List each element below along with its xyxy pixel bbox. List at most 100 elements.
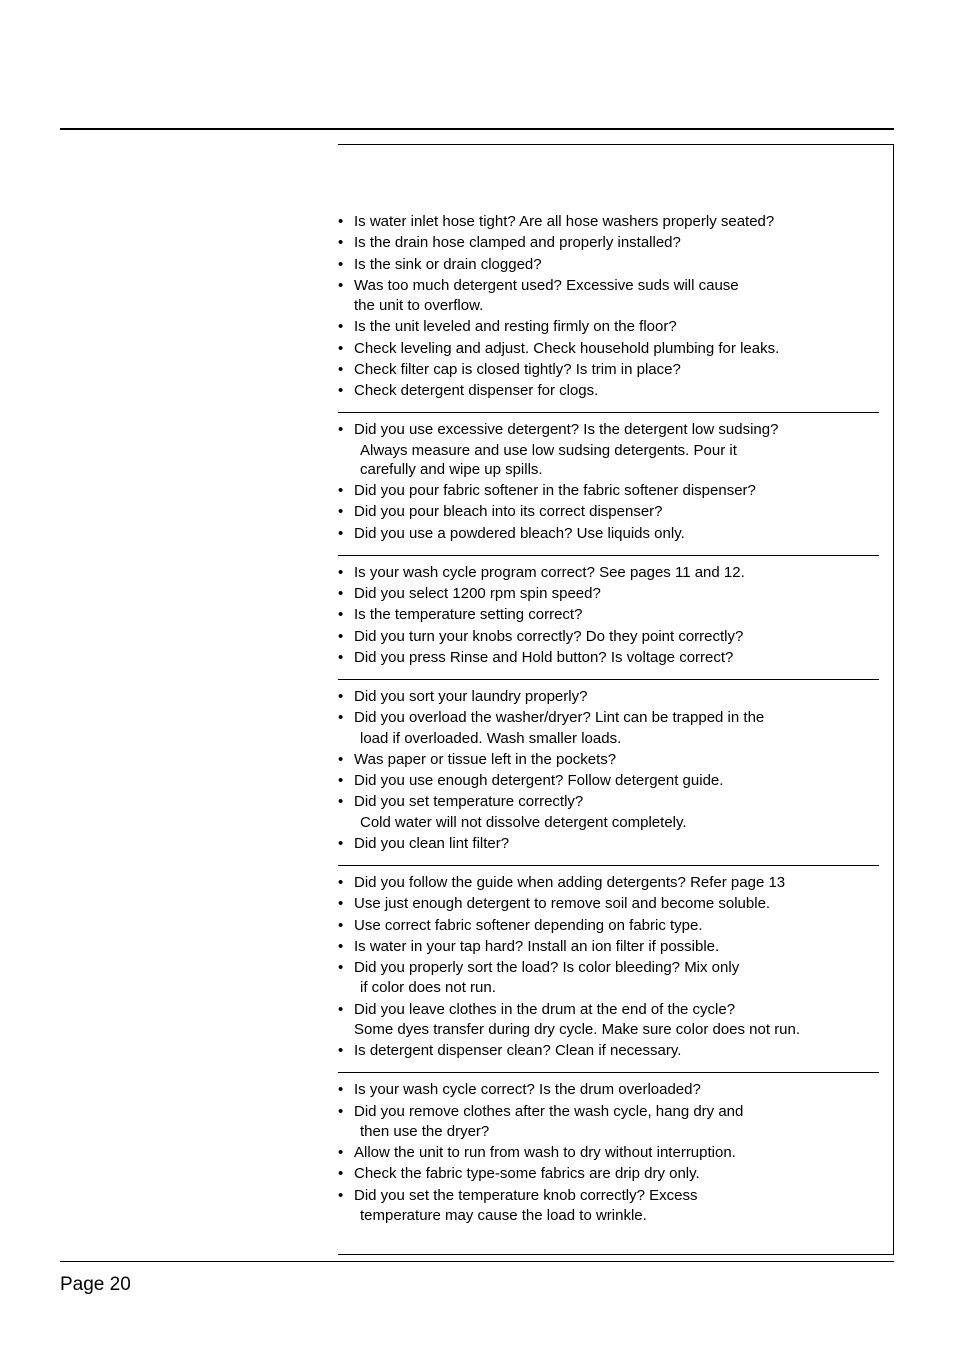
item-continuation: Always measure and use low sudsing deter… (338, 441, 879, 461)
top-rule (60, 128, 894, 130)
item-text: Is your wash cycle program correct? See … (354, 564, 745, 581)
item-continuation: temperature may cause the load to wrinkl… (338, 1206, 879, 1226)
item-text: Did you use excessive detergent? Is the … (354, 421, 778, 438)
item-text: Was too much detergent used? Excessive s… (354, 277, 739, 294)
list-item: Is water inlet hose tight? Are all hose … (338, 212, 879, 232)
list-item: Did you select 1200 rpm spin speed? (338, 584, 879, 604)
item-text: Was paper or tissue left in the pockets? (354, 751, 616, 768)
section-cycle: Is your wash cycle program correct? See … (338, 555, 879, 679)
list-item: Check leveling and adjust. Check househo… (338, 339, 879, 359)
item-text: Did you remove clothes after the wash cy… (354, 1103, 743, 1120)
bullet-list: Allow the unit to run from wash to dry w… (338, 1143, 879, 1206)
bullet-list: Did you follow the guide when adding det… (338, 873, 879, 978)
item-continuation: load if overloaded. Wash smaller loads. (338, 729, 879, 749)
bullet-list: Is detergent dispenser clean? Clean if n… (338, 1041, 879, 1061)
item-continuation: if color does not run. (338, 978, 879, 998)
bottom-rule (60, 1261, 894, 1262)
item-text: Is water in your tap hard? Install an io… (354, 938, 719, 955)
item-text: Check detergent dispenser for clogs. (354, 382, 598, 399)
bullet-list: Was paper or tissue left in the pockets?… (338, 750, 879, 813)
list-item: Was too much detergent used? Excessive s… (338, 276, 879, 296)
item-text: Is the drain hose clamped and properly i… (354, 234, 681, 251)
list-item: Did you press Rinse and Hold button? Is … (338, 648, 879, 668)
item-text: Is the unit leveled and resting firmly o… (354, 318, 677, 335)
bullet-list: Is your wash cycle correct? Is the drum … (338, 1080, 879, 1122)
item-text: Did you turn your knobs correctly? Do th… (354, 628, 743, 645)
item-text: Did you set temperature correctly? (354, 793, 583, 810)
item-text: Did you use enough detergent? Follow det… (354, 772, 723, 789)
list-item: Did you remove clothes after the wash cy… (338, 1102, 879, 1122)
item-text: Check filter cap is closed tightly? Is t… (354, 361, 681, 378)
section-detergent: Did you use excessive detergent? Is the … (338, 412, 879, 555)
list-item: Did you clean lint filter? (338, 834, 879, 854)
list-item: Use correct fabric softener depending on… (338, 916, 879, 936)
item-text: Did you follow the guide when adding det… (354, 874, 785, 891)
item-text: Did you pour bleach into its correct dis… (354, 503, 663, 520)
list-item: Is the sink or drain clogged? (338, 255, 879, 275)
list-item: Is the temperature setting correct? (338, 605, 879, 625)
list-item: Did you use a powdered bleach? Use liqui… (338, 524, 879, 544)
bullet-list: Did you clean lint filter? (338, 834, 879, 854)
section-stains: Did you follow the guide when adding det… (338, 865, 879, 1072)
list-item: Is the unit leveled and resting firmly o… (338, 317, 879, 337)
list-item: Did you sort your laundry properly? (338, 687, 879, 707)
list-item: Did you set temperature correctly? (338, 792, 879, 812)
list-item: Did you use enough detergent? Follow det… (338, 771, 879, 791)
list-item: Is the drain hose clamped and properly i… (338, 233, 879, 253)
section-wrinkle: Is your wash cycle correct? Is the drum … (338, 1072, 879, 1236)
item-continuation: carefully and wipe up spills. (338, 460, 879, 480)
list-item: Check detergent dispenser for clogs. (338, 381, 879, 401)
item-text: Use correct fabric softener depending on… (354, 917, 703, 934)
bullet-list: Did you sort your laundry properly? Did … (338, 687, 879, 729)
item-text: Did you overload the washer/dryer? Lint … (354, 709, 764, 726)
list-item: Did you use excessive detergent? Is the … (338, 420, 879, 440)
item-text: Is the sink or drain clogged? (354, 256, 542, 273)
bullet-list: Is water inlet hose tight? Are all hose … (338, 212, 879, 296)
list-item: Check filter cap is closed tightly? Is t… (338, 360, 879, 380)
item-continuation: the unit to overflow. (338, 296, 879, 316)
item-text: Did you sort your laundry properly? (354, 688, 587, 705)
item-text: Did you pour fabric softener in the fabr… (354, 482, 756, 499)
item-text: Use just enough detergent to remove soil… (354, 895, 770, 912)
item-text: Did you select 1200 rpm spin speed? (354, 585, 601, 602)
section-leaks: Is water inlet hose tight? Are all hose … (338, 205, 879, 412)
item-text: Allow the unit to run from wash to dry w… (354, 1144, 736, 1161)
item-text: Check the fabric type-some fabrics are d… (354, 1165, 700, 1182)
list-item: Is your wash cycle correct? Is the drum … (338, 1080, 879, 1100)
list-item: Check the fabric type-some fabrics are d… (338, 1164, 879, 1184)
list-item: Did you turn your knobs correctly? Do th… (338, 627, 879, 647)
content-box: Is water inlet hose tight? Are all hose … (338, 144, 894, 1255)
item-text: Is water inlet hose tight? Are all hose … (354, 213, 774, 230)
bullet-list: Is the unit leveled and resting firmly o… (338, 317, 879, 401)
item-text: Did you use a powdered bleach? Use liqui… (354, 525, 685, 542)
list-item: Is detergent dispenser clean? Clean if n… (338, 1041, 879, 1061)
bullet-list: Did you pour fabric softener in the fabr… (338, 481, 879, 544)
list-item: Did you follow the guide when adding det… (338, 873, 879, 893)
item-text: Is your wash cycle correct? Is the drum … (354, 1081, 701, 1098)
list-item: Did you set the temperature knob correct… (338, 1186, 879, 1206)
bullet-list: Did you leave clothes in the drum at the… (338, 1000, 879, 1020)
list-item: Did you pour bleach into its correct dis… (338, 502, 879, 522)
item-text: Is detergent dispenser clean? Clean if n… (354, 1042, 681, 1059)
item-text: Did you clean lint filter? (354, 835, 509, 852)
item-text: Did you leave clothes in the drum at the… (354, 1001, 735, 1018)
list-item: Did you properly sort the load? Is color… (338, 958, 879, 978)
item-continuation: Some dyes transfer during dry cycle. Mak… (338, 1020, 879, 1040)
page-number: Page 20 (60, 1274, 131, 1296)
section-lint: Did you sort your laundry properly? Did … (338, 679, 879, 865)
item-text: Did you properly sort the load? Is color… (354, 959, 739, 976)
item-text: Did you press Rinse and Hold button? Is … (354, 649, 733, 666)
list-item: Did you pour fabric softener in the fabr… (338, 481, 879, 501)
item-continuation: Cold water will not dissolve detergent c… (338, 813, 879, 833)
list-item: Allow the unit to run from wash to dry w… (338, 1143, 879, 1163)
list-item: Did you leave clothes in the drum at the… (338, 1000, 879, 1020)
bullet-list: Did you use excessive detergent? Is the … (338, 420, 879, 440)
list-item: Was paper or tissue left in the pockets? (338, 750, 879, 770)
item-text: Is the temperature setting correct? (354, 606, 582, 623)
item-text: Did you set the temperature knob correct… (354, 1187, 698, 1204)
item-continuation: then use the dryer? (338, 1122, 879, 1142)
item-text: Check leveling and adjust. Check househo… (354, 340, 779, 357)
list-item: Did you overload the washer/dryer? Lint … (338, 708, 879, 728)
list-item: Is your wash cycle program correct? See … (338, 563, 879, 583)
list-item: Is water in your tap hard? Install an io… (338, 937, 879, 957)
